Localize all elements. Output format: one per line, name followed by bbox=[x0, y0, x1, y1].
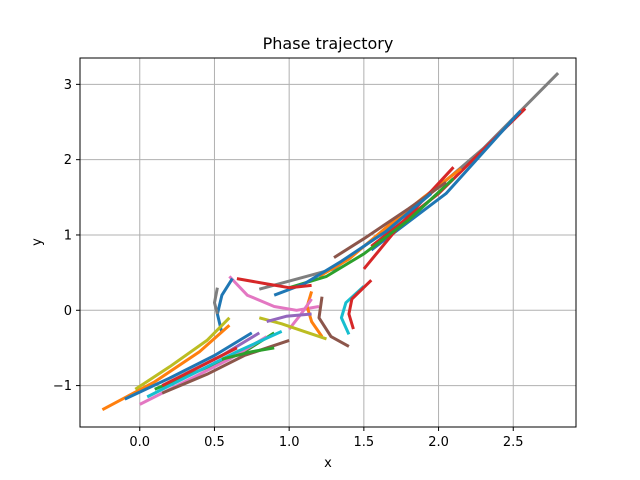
y-tick-label: 2 bbox=[64, 153, 72, 168]
trajectory-line-11 bbox=[317, 296, 350, 348]
x-tick-label: 2.5 bbox=[503, 435, 524, 450]
x-tick-label: 1.0 bbox=[279, 435, 300, 450]
trajectory-line-26 bbox=[146, 330, 283, 399]
x-axis-label: x bbox=[324, 456, 332, 471]
x-tick-label: 0.5 bbox=[204, 435, 225, 450]
trajectory-line-19 bbox=[213, 287, 219, 315]
y-tick-label: 1 bbox=[64, 228, 72, 243]
y-tick-label: 0 bbox=[64, 304, 72, 319]
trajectory-line-9 bbox=[236, 277, 312, 290]
x-tick-label: 0.0 bbox=[129, 435, 150, 450]
trajectory-line-6 bbox=[288, 177, 455, 290]
y-tick-label: 3 bbox=[64, 78, 72, 93]
series-layer bbox=[101, 72, 560, 412]
tick-marks: 0.0 0.5 1.0 1.5 2.0 2.5 −1 0 1 2 3 bbox=[53, 78, 524, 450]
trajectory-line-22 bbox=[124, 331, 253, 401]
chart-title: Phase trajectory bbox=[263, 34, 394, 53]
y-axis-label: y bbox=[30, 238, 45, 246]
trajectory-line-29 bbox=[161, 346, 238, 387]
x-tick-label: 1.5 bbox=[354, 435, 375, 450]
y-tick-label: −1 bbox=[53, 379, 72, 394]
trajectory-line-28 bbox=[221, 346, 275, 361]
trajectory-line-21 bbox=[134, 316, 231, 391]
x-tick-label: 2.0 bbox=[428, 435, 449, 450]
trajectory-line-18 bbox=[215, 277, 234, 334]
trajectory-line-17 bbox=[266, 312, 312, 324]
plot-frame bbox=[79, 57, 577, 428]
trajectory-line-13 bbox=[347, 279, 373, 330]
